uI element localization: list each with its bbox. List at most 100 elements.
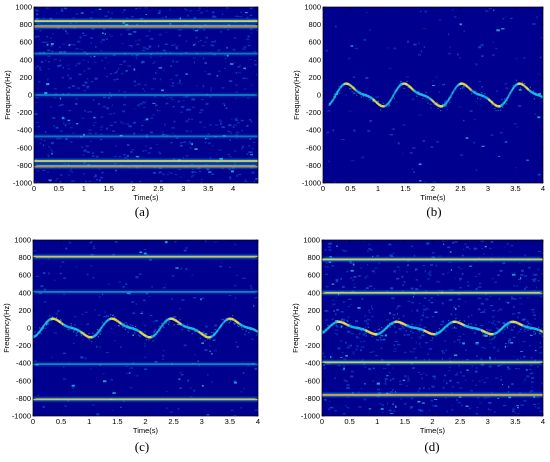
noise-speck [210,353,213,355]
noise-speck [489,358,492,361]
noise-speck [480,379,483,381]
noise-speck [500,378,502,381]
y-axis-label: Frequency(Hz) [291,303,300,353]
noise-speck [111,12,113,14]
noise-speck [542,130,543,133]
doppler-spread [118,325,120,327]
noise-speck [161,131,164,133]
doppler-spread [87,338,89,340]
noise-speck [366,12,368,14]
noise-speck [101,59,104,61]
noise-speck [235,131,239,134]
noise-speck [389,243,391,245]
noise-speck [141,18,144,20]
noise-speck [215,124,219,126]
noise-speck [80,356,84,359]
noise-speck [229,139,231,141]
noise-speck [534,273,538,276]
noise-speck [130,150,133,154]
noise-speck [423,308,426,311]
doppler-spread [417,91,419,94]
noise-speck [246,153,249,156]
noise-speck [516,126,518,128]
noise-speck [421,402,425,404]
noise-speck [422,372,425,374]
noise-speck [224,68,226,70]
noise-speck [402,326,405,329]
noise-speck [417,400,421,403]
noise-speck [101,42,103,44]
noise-speck [403,314,405,316]
noise-speck [418,409,421,412]
noise-speck [330,406,334,409]
y-tick-label: 400 [308,55,321,64]
plot-background-c [33,240,258,416]
doppler-spread [407,324,409,326]
noise-speck [206,102,209,105]
y-tick-label: -800 [305,394,320,403]
doppler-spread [193,327,195,329]
noise-speck [324,367,326,369]
noise-speck [123,9,126,12]
doppler-spread [123,322,125,324]
doppler-spread [437,107,439,110]
noise-speck [508,396,512,399]
noise-speck [102,293,104,295]
noise-speck [208,142,211,145]
tone-line-470 [34,51,258,56]
noise-speck [84,81,88,83]
noise-speck [67,174,71,176]
tone-line-core [322,258,543,261]
noise-speck [348,110,352,112]
noise-speck [98,296,101,298]
tone-line-core [33,291,258,293]
noise-speck [71,85,76,88]
noise-speck [71,180,75,183]
noise-speck [499,269,503,272]
noise-speck [412,351,415,353]
noise-speck [231,170,234,173]
noise-speck [103,373,105,375]
noise-speck [47,171,49,173]
noise-speck [234,381,237,384]
noise-speck [165,284,167,286]
noise-speck [202,84,205,87]
noise-speck [40,285,44,288]
noise-speck [200,178,203,180]
doppler-spread [153,331,155,333]
noise-speck [347,316,350,318]
doppler-spread [448,319,450,322]
doppler-spread [527,329,529,331]
doppler-spread [112,314,114,316]
noise-speck [145,35,149,37]
noise-speck [442,83,445,86]
noise-speck [244,68,246,70]
x-tick-label: 2.5 [455,184,465,193]
doppler-spread [374,330,376,332]
doppler-spread [507,97,509,99]
noise-speck [523,57,526,59]
noise-speck [460,326,463,328]
doppler-spread [494,107,496,110]
noise-speck [410,397,414,400]
noise-speck [103,380,107,383]
noise-speck [457,53,459,56]
noise-speck [51,152,53,155]
noise-speck [439,282,441,284]
noise-speck [133,68,136,71]
noise-speck [340,277,342,280]
noise-speck [38,81,41,83]
tone-line-400 [322,290,543,295]
noise-speck [444,340,446,342]
noise-speck [401,275,404,278]
noise-speck [343,365,345,368]
noise-speck [419,387,421,390]
noise-speck [186,179,190,182]
noise-speck [386,375,389,377]
noise-speck [466,369,469,371]
noise-speck [46,7,49,9]
noise-speck [529,344,531,347]
noise-speck [140,313,143,314]
noise-speck [424,308,427,311]
doppler-spread [496,106,498,108]
